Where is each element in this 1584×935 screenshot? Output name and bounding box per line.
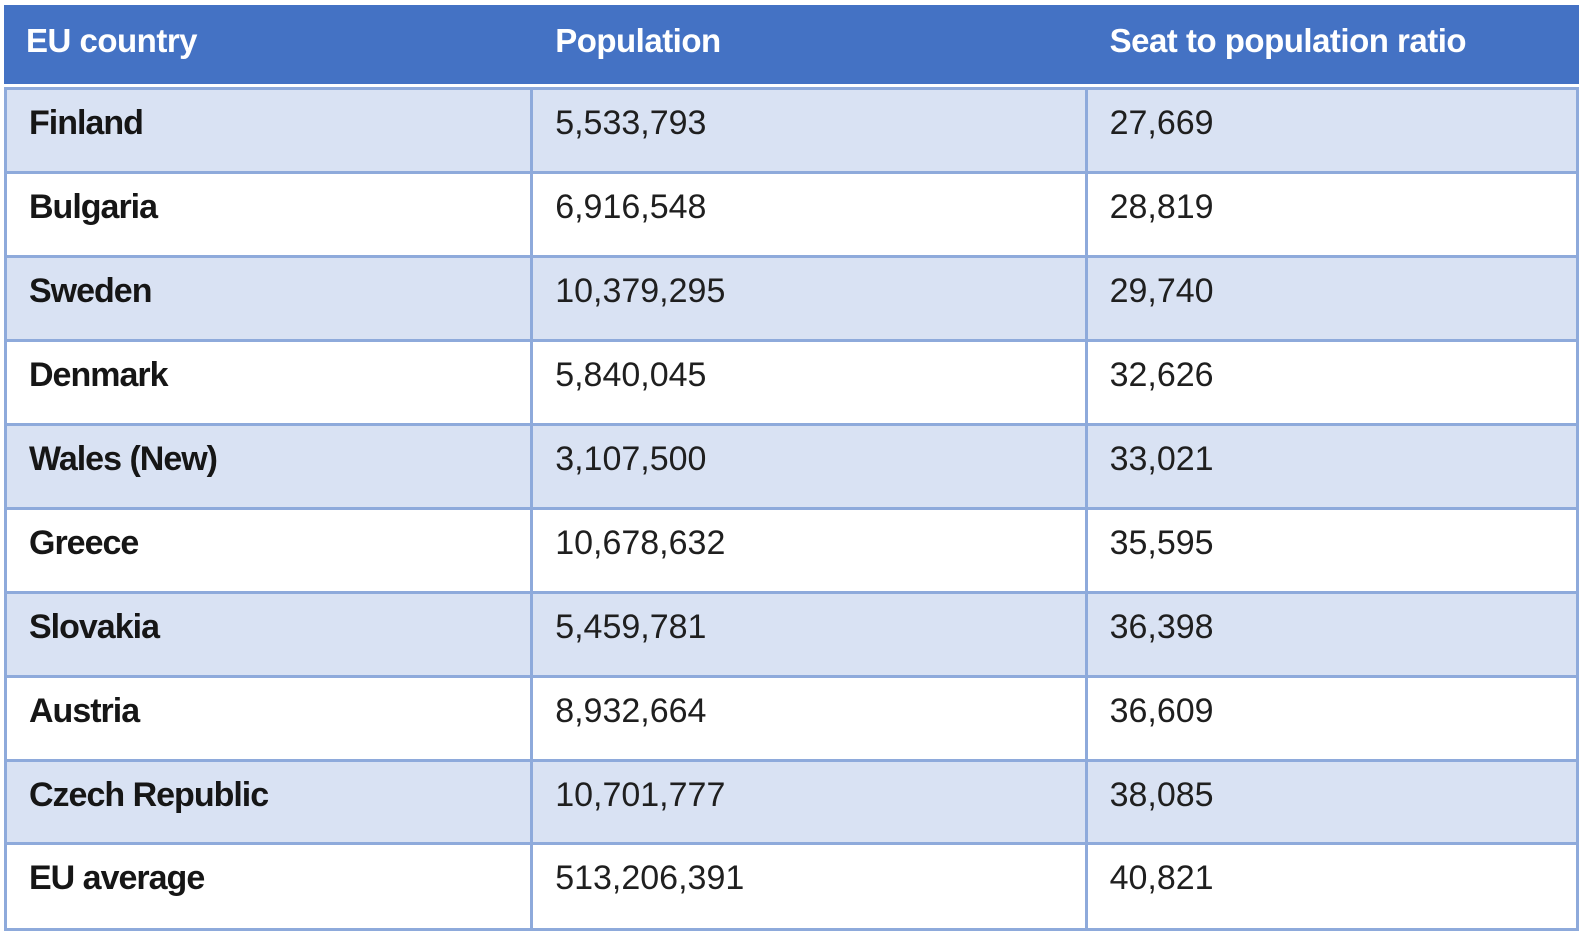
table-row: Greece 10,678,632 35,595	[4, 506, 1579, 591]
cell-population: 5,533,793	[533, 87, 1088, 171]
table-row: Wales (New) 3,107,500 33,021	[4, 422, 1579, 507]
cell-population: 3,107,500	[533, 422, 1088, 507]
column-header-seat-to-population-ratio: Seat to population ratio	[1087, 5, 1579, 87]
table-row: Bulgaria 6,916,548 28,819	[4, 170, 1579, 255]
cell-population: 8,932,664	[533, 674, 1088, 759]
cell-country: Austria	[4, 674, 534, 759]
cell-ratio: 27,669	[1087, 87, 1579, 171]
cell-country: Wales (New)	[4, 422, 534, 507]
column-header-population: Population	[533, 5, 1088, 87]
table-row: Czech Republic 10,701,777 38,085	[4, 758, 1579, 843]
cell-ratio: 33,021	[1087, 422, 1579, 507]
cell-population: 6,916,548	[533, 170, 1088, 255]
cell-country: Denmark	[4, 338, 534, 423]
table-row: Austria 8,932,664 36,609	[4, 674, 1579, 759]
cell-country: Czech Republic	[4, 758, 534, 843]
cell-population: 5,840,045	[533, 338, 1088, 423]
table-row: Denmark 5,840,045 32,626	[4, 338, 1579, 423]
column-header-eu-country: EU country	[4, 5, 534, 87]
cell-ratio: 36,609	[1087, 674, 1579, 759]
table-row: Finland 5,533,793 27,669	[4, 87, 1579, 171]
cell-ratio: 40,821	[1087, 842, 1579, 931]
cell-ratio: 28,819	[1087, 170, 1579, 255]
cell-population: 10,379,295	[533, 254, 1088, 339]
cell-population: 5,459,781	[533, 590, 1088, 675]
cell-country: Bulgaria	[4, 170, 534, 255]
table-row: EU average 513,206,391 40,821	[4, 842, 1579, 931]
eu-seat-to-population-table: EU country Population Seat to population…	[4, 5, 1579, 931]
cell-ratio: 29,740	[1087, 254, 1579, 339]
cell-country: Sweden	[4, 254, 534, 339]
cell-country: EU average	[4, 842, 534, 931]
cell-ratio: 38,085	[1087, 758, 1579, 843]
cell-country: Greece	[4, 506, 534, 591]
cell-population: 10,678,632	[533, 506, 1088, 591]
cell-ratio: 36,398	[1087, 590, 1579, 675]
cell-country: Slovakia	[4, 590, 534, 675]
table-header-row: EU country Population Seat to population…	[4, 5, 1579, 87]
cell-country: Finland	[4, 87, 534, 171]
cell-population: 10,701,777	[533, 758, 1088, 843]
cell-ratio: 32,626	[1087, 338, 1579, 423]
table-row: Slovakia 5,459,781 36,398	[4, 590, 1579, 675]
table-row: Sweden 10,379,295 29,740	[4, 254, 1579, 339]
cell-ratio: 35,595	[1087, 506, 1579, 591]
cell-population: 513,206,391	[533, 842, 1088, 931]
